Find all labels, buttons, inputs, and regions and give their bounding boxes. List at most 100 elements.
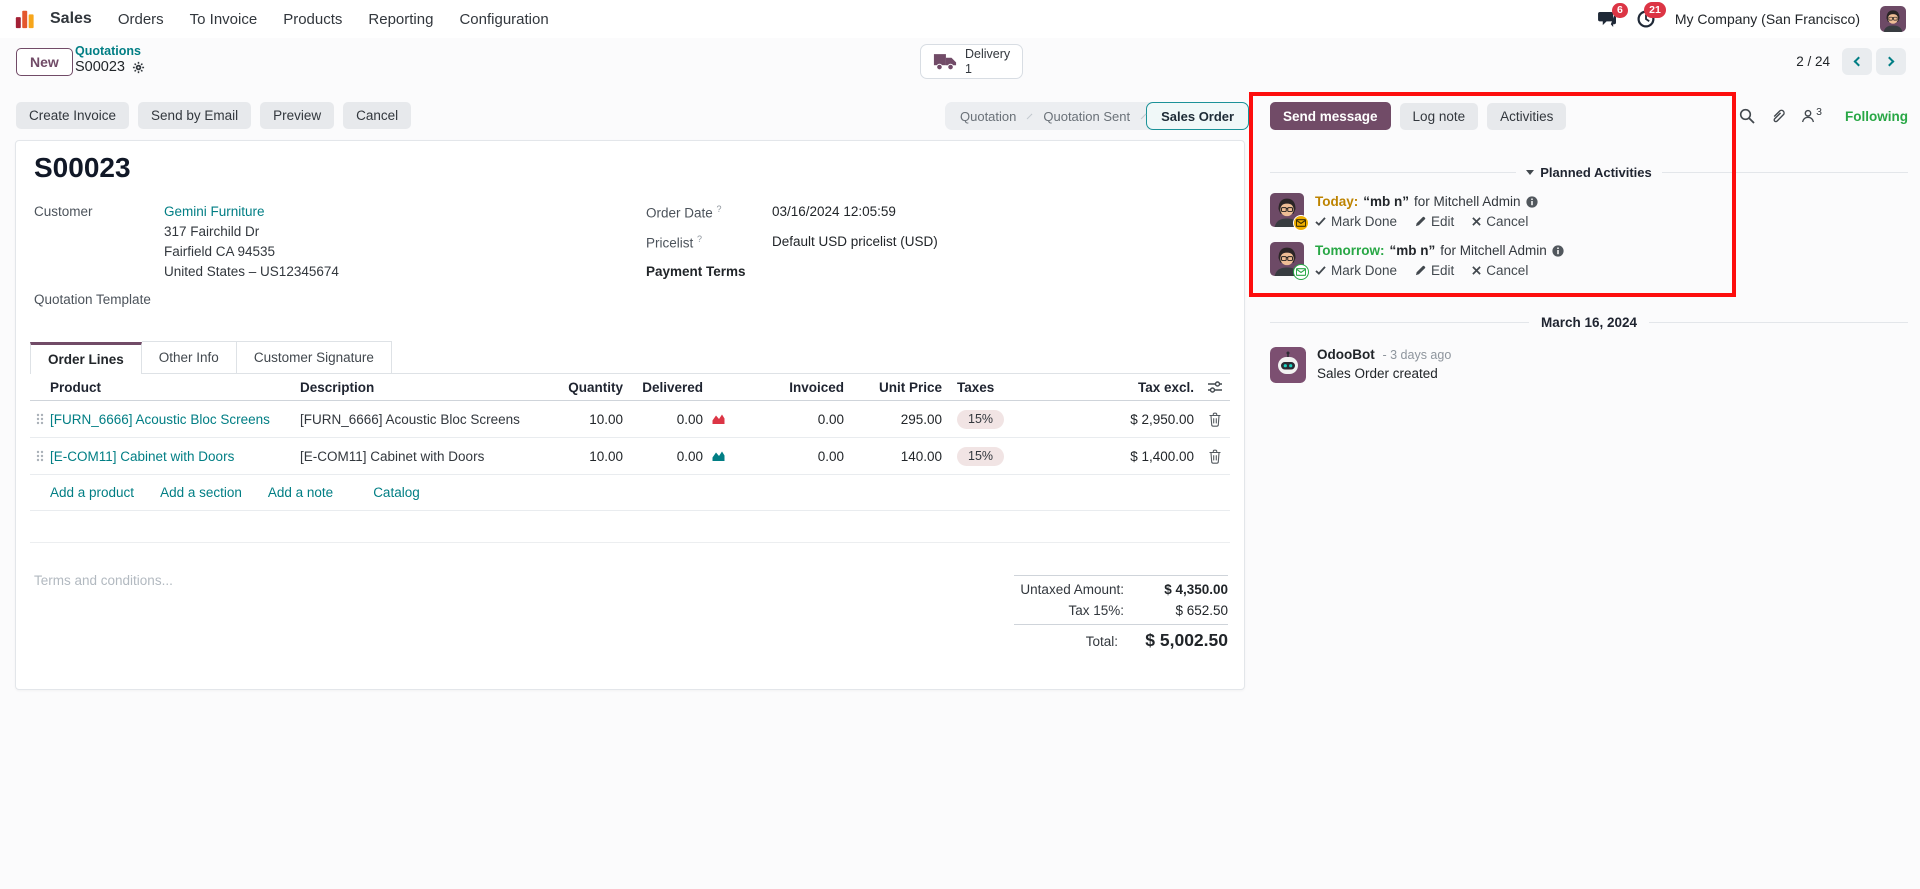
header-tax-excl[interactable]: Tax excl.: [1137, 379, 1194, 395]
log-note-button[interactable]: Log note: [1399, 102, 1479, 130]
optional-columns-icon[interactable]: [1200, 380, 1230, 394]
catalog-link[interactable]: Catalog: [373, 485, 420, 500]
delivered-chart-icon[interactable]: [705, 413, 731, 425]
activities-button[interactable]: Activities: [1487, 102, 1567, 130]
edit-activity-link[interactable]: Edit: [1415, 263, 1454, 278]
description-cell[interactable]: [FURN_6666] Acoustic Bloc Screens: [300, 411, 520, 427]
delete-row-icon[interactable]: [1200, 449, 1230, 464]
nav-item-orders[interactable]: Orders: [117, 10, 164, 28]
date-separator: March 16, 2024: [1270, 315, 1908, 330]
add-a-product-link[interactable]: Add a product: [50, 485, 135, 500]
activity-item: Tomorrow: “mb n” for Mitchell Admin Mark…: [1270, 242, 1908, 280]
product-link[interactable]: [FURN_6666] Acoustic Bloc Screens: [50, 411, 270, 427]
user-avatar[interactable]: [1880, 6, 1906, 32]
activity-assignee: for Mitchell Admin: [1440, 243, 1547, 258]
cancel-activity-link[interactable]: Cancel: [1472, 214, 1528, 229]
mark-done-link[interactable]: Mark Done: [1315, 263, 1397, 278]
unit-price-cell[interactable]: 295.00: [900, 411, 942, 427]
header-invoiced[interactable]: Invoiced: [789, 379, 844, 395]
activity-summary: “mb n”: [1389, 243, 1436, 258]
nav-item-reporting[interactable]: Reporting: [368, 10, 434, 28]
nav-item-products[interactable]: Products: [283, 10, 343, 28]
collapse-caret-icon: [1526, 170, 1535, 175]
messages-badge: 6: [1611, 2, 1628, 19]
action-buttons: Create Invoice Send by Email Preview Can…: [16, 102, 412, 129]
delete-row-icon[interactable]: [1200, 412, 1230, 427]
stage-quotation[interactable]: Quotation: [960, 108, 1017, 124]
stage-sales-order-active[interactable]: Sales Order: [1146, 102, 1250, 130]
header-description[interactable]: Description: [300, 379, 375, 395]
add-a-section-link[interactable]: Add a section: [160, 485, 242, 500]
delivery-stat-button[interactable]: Delivery 1: [920, 44, 1024, 79]
tab-other-info[interactable]: Other Info: [141, 341, 237, 373]
pager-next-button[interactable]: [1876, 48, 1906, 75]
add-a-note-link[interactable]: Add a note: [267, 485, 334, 500]
messages-icon[interactable]: 6: [1598, 2, 1628, 28]
app-menu-sales[interactable]: Sales: [50, 10, 92, 27]
notebook-tabs: Order Lines Other Info Customer Signatur…: [30, 341, 1230, 374]
delivered-cell[interactable]: 0.00: [676, 411, 703, 427]
create-invoice-button[interactable]: Create Invoice: [16, 102, 130, 129]
quotation-template-field[interactable]: [164, 292, 464, 308]
customer-address-line: 317 Fairchild Dr: [164, 224, 260, 239]
planned-activities-header[interactable]: Planned Activities: [1270, 165, 1908, 180]
subtotal-cell: $ 1,400.00: [1130, 448, 1194, 464]
message-author[interactable]: OdooBot: [1317, 347, 1375, 362]
breadcrumb: Quotations S00023: [75, 44, 145, 75]
search-messages-icon[interactable]: [1739, 108, 1755, 124]
customer-address-line: United States – US12345674: [164, 264, 339, 279]
mark-done-link[interactable]: Mark Done: [1315, 214, 1397, 229]
delivered-cell[interactable]: 0.00: [676, 448, 703, 464]
info-icon[interactable]: [1526, 196, 1538, 208]
attachments-icon[interactable]: [1770, 108, 1786, 124]
order-line-row[interactable]: [E-COM11] Cabinet with Doors [E-COM11] C…: [30, 438, 1230, 475]
following-toggle[interactable]: Following: [1845, 108, 1908, 124]
send-message-button[interactable]: Send message: [1270, 102, 1391, 130]
send-by-email-button[interactable]: Send by Email: [138, 102, 252, 129]
order-line-row[interactable]: [FURN_6666] Acoustic Bloc Screens [FURN_…: [30, 401, 1230, 438]
chevron-right-icon: [1884, 56, 1895, 67]
edit-activity-link[interactable]: Edit: [1415, 214, 1454, 229]
quantity-cell[interactable]: 10.00: [589, 411, 623, 427]
drag-handle-icon[interactable]: [30, 450, 50, 462]
activities-clock-icon[interactable]: 21: [1637, 2, 1666, 28]
header-product[interactable]: Product: [50, 379, 102, 395]
gear-icon[interactable]: [132, 61, 145, 74]
cancel-activity-link[interactable]: Cancel: [1472, 263, 1528, 278]
new-button[interactable]: New: [16, 48, 73, 76]
cancel-button[interactable]: Cancel: [343, 102, 412, 129]
nav-item-configuration[interactable]: Configuration: [459, 10, 549, 28]
activity-summary: “mb n”: [1363, 194, 1409, 209]
quotation-template-label: Quotation Template: [34, 292, 151, 307]
stage-quotation-sent[interactable]: Quotation Sent: [1043, 108, 1131, 124]
followers-icon[interactable]: 3: [1801, 106, 1822, 123]
product-link[interactable]: [E-COM11] Cabinet with Doors: [50, 448, 235, 464]
header-taxes[interactable]: Taxes: [957, 379, 995, 395]
quantity-cell[interactable]: 10.00: [589, 448, 623, 464]
nav-item-to-invoice[interactable]: To Invoice: [189, 10, 258, 28]
preview-button[interactable]: Preview: [260, 102, 335, 129]
invoiced-cell[interactable]: 0.00: [817, 411, 844, 427]
tab-order-lines[interactable]: Order Lines: [30, 342, 142, 374]
unit-price-cell[interactable]: 140.00: [900, 448, 942, 464]
terms-and-conditions-input[interactable]: Terms and conditions...: [34, 573, 173, 588]
header-delivered[interactable]: Delivered: [642, 379, 703, 395]
tax-badge[interactable]: 15%: [957, 446, 1005, 466]
pricelist-value[interactable]: Default USD pricelist (USD): [772, 234, 938, 249]
drag-handle-icon[interactable]: [30, 413, 50, 425]
header-unit-price[interactable]: Unit Price: [878, 379, 942, 395]
tab-customer-signature[interactable]: Customer Signature: [236, 341, 392, 373]
description-cell[interactable]: [E-COM11] Cabinet with Doors: [300, 448, 485, 464]
customer-link[interactable]: Gemini Furniture: [164, 204, 265, 219]
breadcrumb-quotations[interactable]: Quotations: [75, 44, 141, 58]
invoiced-cell[interactable]: 0.00: [817, 448, 844, 464]
delivered-chart-icon[interactable]: [705, 450, 731, 462]
top-navbar: Sales Orders To Invoice Products Reporti…: [0, 0, 1920, 38]
company-name[interactable]: My Company (San Francisco): [1674, 11, 1860, 27]
info-icon[interactable]: [1552, 245, 1564, 257]
chevron-left-icon: [1853, 56, 1864, 67]
order-date-value[interactable]: 03/16/2024 12:05:59: [772, 204, 896, 219]
header-quantity[interactable]: Quantity: [568, 379, 623, 395]
pager-previous-button[interactable]: [1842, 48, 1872, 75]
tax-badge[interactable]: 15%: [957, 409, 1005, 429]
